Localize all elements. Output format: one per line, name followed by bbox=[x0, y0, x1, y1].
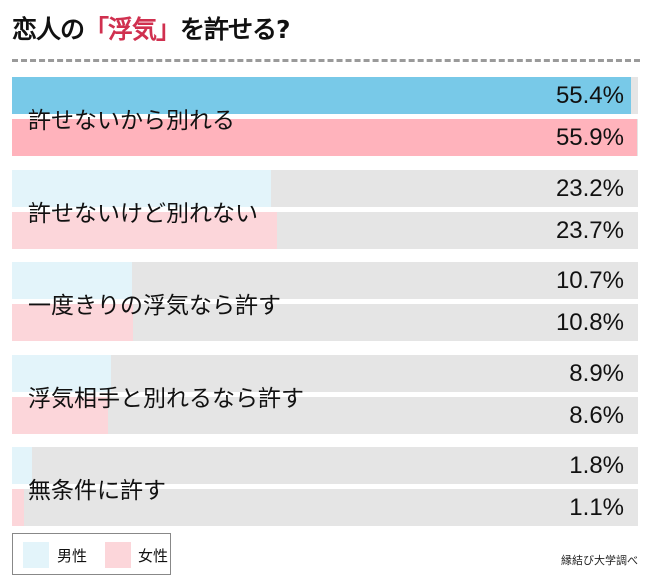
value-label: 55.9% bbox=[555, 124, 624, 151]
value-label: 10.7% bbox=[555, 267, 624, 294]
value-label: 8.9% bbox=[569, 359, 624, 387]
value-label: 1.1% bbox=[569, 494, 624, 521]
bar-female bbox=[12, 304, 133, 341]
bar-female bbox=[12, 489, 25, 526]
bar-male bbox=[12, 262, 132, 299]
source-note: 縁結び大学調べ bbox=[561, 554, 638, 567]
category-label: 無条件に許す bbox=[28, 478, 166, 504]
bar-female bbox=[12, 211, 277, 249]
bar-female bbox=[12, 119, 637, 156]
bar-track: 8.6% bbox=[12, 396, 638, 434]
title-part: 恋人の bbox=[12, 15, 85, 44]
bar-track: 10.7% bbox=[12, 262, 638, 299]
bar-track: 1.1% bbox=[12, 489, 638, 526]
bar-track: 1.8% bbox=[12, 447, 638, 484]
value-label: 10.8% bbox=[555, 309, 624, 336]
legend-label-female: 女性 bbox=[138, 547, 169, 565]
value-label: 55.4% bbox=[555, 82, 624, 109]
value-label: 23.2% bbox=[555, 174, 624, 202]
value-label: 1.8% bbox=[569, 452, 624, 479]
title-divider bbox=[12, 59, 640, 62]
legend-swatch-female bbox=[105, 542, 131, 568]
bar-track: 8.9% bbox=[12, 354, 638, 392]
bar-track: 23.7% bbox=[12, 211, 638, 249]
category-label: 一度きりの浮気なら許す bbox=[28, 293, 281, 319]
bar-track: 55.9% bbox=[12, 119, 638, 156]
legend-swatch-male bbox=[23, 542, 49, 568]
bar-female bbox=[12, 396, 109, 434]
bar-track: 55.4% bbox=[12, 77, 638, 114]
value-label: 8.6% bbox=[569, 401, 624, 429]
title-part: を許せる? bbox=[180, 15, 291, 44]
category-label: 許せないけど別れない bbox=[28, 200, 258, 227]
bar-male bbox=[12, 77, 632, 114]
category-label: 許せないから別れる bbox=[28, 108, 235, 134]
bar-male bbox=[12, 169, 272, 207]
bar-track: 23.2% bbox=[12, 169, 638, 207]
legend: 男性 女性 bbox=[12, 533, 171, 575]
title-highlight: 「浮気」 bbox=[84, 15, 181, 44]
bar-male bbox=[12, 447, 33, 484]
bar-male bbox=[12, 354, 112, 392]
category-label: 浮気相手と別れるなら許す bbox=[28, 385, 304, 412]
chart-title: 恋人の「浮気」を許せる? bbox=[12, 10, 291, 46]
value-label: 23.7% bbox=[555, 216, 624, 244]
bar-track: 10.8% bbox=[12, 304, 638, 341]
legend-label-male: 男性 bbox=[57, 547, 88, 565]
